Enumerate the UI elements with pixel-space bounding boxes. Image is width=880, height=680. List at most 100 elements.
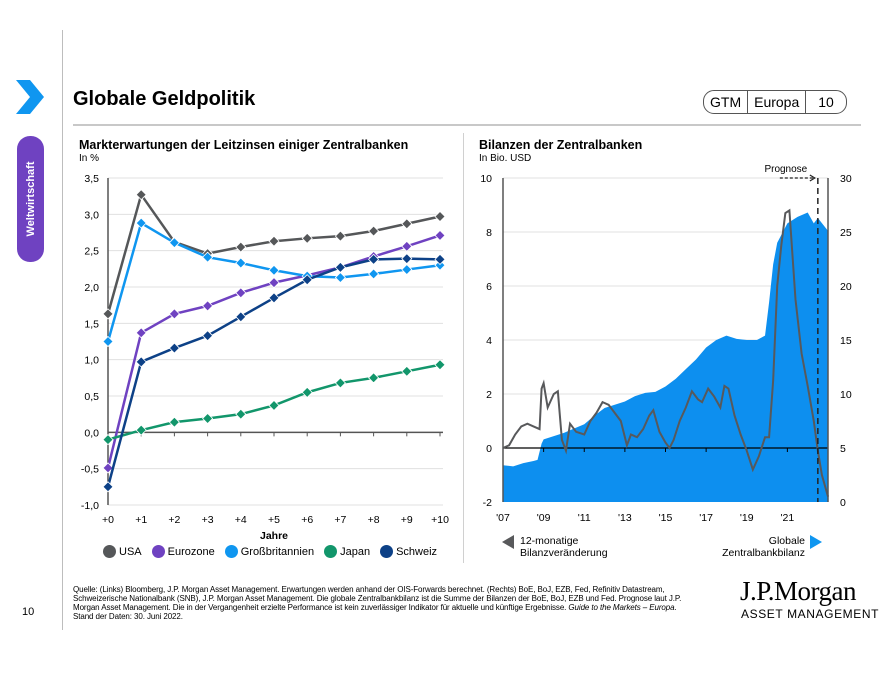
legend-global-balance: Globale Zentralbankbilanz xyxy=(700,535,805,559)
badge-region: Europa xyxy=(748,91,807,113)
legend-global-balance-line1: Globale xyxy=(768,535,805,547)
page-number: 10 xyxy=(22,606,35,618)
x-tick-label: +0 xyxy=(102,514,114,526)
data-point xyxy=(168,237,180,249)
x-tick-label: +3 xyxy=(202,514,214,526)
x-tick-label: '07 xyxy=(496,512,510,524)
x-tick-label: +1 xyxy=(135,514,147,526)
legend-item: Japan xyxy=(324,545,370,558)
left-chart-unit: In % xyxy=(79,153,100,164)
y-right-tick-label: 20 xyxy=(840,281,852,293)
y-right-tick-label: 0 xyxy=(840,497,846,509)
legend-balance-change: 12-monatige Bilanzveränderung xyxy=(520,535,608,559)
data-point xyxy=(368,225,380,237)
data-point xyxy=(102,462,114,474)
gtm-badge: GTM Europa 10 xyxy=(703,90,847,114)
left-divider xyxy=(62,30,63,630)
data-point xyxy=(135,424,147,436)
data-point xyxy=(235,287,247,299)
x-axis-title: Jahre xyxy=(260,530,288,542)
data-point xyxy=(102,335,114,348)
data-point xyxy=(235,257,247,269)
legend-label: Schweiz xyxy=(396,545,438,558)
x-tick-label: '15 xyxy=(659,512,673,524)
data-point xyxy=(334,377,346,389)
data-point xyxy=(268,399,280,412)
y-left-tick-label: 2 xyxy=(486,389,492,401)
data-point xyxy=(168,342,180,354)
section-tab[interactable]: Weltwirtschaft xyxy=(17,136,44,262)
data-point xyxy=(102,308,114,320)
legend-item: Großbritannien xyxy=(224,545,315,558)
data-point xyxy=(301,386,313,398)
balance-sheet-chart: -2 0 2 4 6 8 10 0 5 10 15 20 25 30 '07 '09 '11 '13 '15 '17 '… xyxy=(480,164,852,524)
data-point xyxy=(102,481,114,493)
x-tick-label: +2 xyxy=(168,514,180,526)
right-arrow-icon xyxy=(810,535,822,549)
legend-item: Eurozone xyxy=(151,545,215,558)
data-point xyxy=(368,268,380,280)
data-point xyxy=(268,235,280,247)
y-right-tick-label: 5 xyxy=(840,443,846,455)
data-point xyxy=(301,232,313,244)
data-point xyxy=(235,311,247,323)
data-point xyxy=(268,292,280,304)
data-point xyxy=(235,408,247,420)
x-tick-label: +7 xyxy=(334,514,346,526)
legend-global-balance-line2: Zentralbankbilanz xyxy=(722,547,805,559)
x-tick-label: '21 xyxy=(781,512,795,524)
data-point xyxy=(368,372,380,384)
data-point xyxy=(268,277,280,289)
y-tick-label: 1,0 xyxy=(84,355,99,367)
left-chart-title: Markterwartungen der Leitzinsen einiger … xyxy=(79,138,409,152)
forecast-arrowhead-icon xyxy=(809,174,817,182)
data-point xyxy=(202,251,214,263)
data-point xyxy=(401,263,413,276)
legend-label: Eurozone xyxy=(167,545,215,558)
x-tick-label: '11 xyxy=(578,512,591,524)
badge-gtm: GTM xyxy=(704,91,749,113)
legend-item: USA xyxy=(103,545,142,558)
x-tick-label: +10 xyxy=(431,514,449,526)
y-tick-label: 3,0 xyxy=(84,209,99,221)
x-tick-label: '17 xyxy=(699,512,713,524)
data-point xyxy=(202,300,214,312)
data-point xyxy=(268,264,280,276)
y-left-tick-label: 8 xyxy=(486,227,492,239)
legend-marker xyxy=(324,545,338,558)
legend-label: USA xyxy=(119,545,142,558)
data-point xyxy=(301,274,313,286)
logo-subtitle: ASSET MANAGEMENT xyxy=(741,607,880,621)
data-point xyxy=(102,434,114,446)
right-chart-title: Bilanzen der Zentralbanken xyxy=(479,138,643,152)
legend-balance-change-line2: Bilanzveränderung xyxy=(520,547,608,559)
data-point xyxy=(334,261,346,273)
data-point xyxy=(434,253,446,265)
data-point xyxy=(434,359,446,371)
data-point xyxy=(368,253,380,265)
data-point xyxy=(135,217,147,229)
data-point xyxy=(401,218,413,230)
page-title: Globale Geldpolitik xyxy=(73,88,256,110)
section-label: Weltwirtschaft xyxy=(24,161,37,237)
data-point xyxy=(434,210,446,223)
balance-area xyxy=(503,212,828,502)
y-tick-label: 1,5 xyxy=(84,318,99,330)
x-tick-label: +4 xyxy=(235,514,247,526)
y-right-tick-label: 15 xyxy=(840,335,852,347)
data-point xyxy=(434,259,446,271)
data-point xyxy=(135,327,147,339)
y-tick-label: 3,5 xyxy=(84,173,99,185)
data-point xyxy=(168,308,180,320)
legend-item: Schweiz xyxy=(380,545,437,558)
legend-balance-change-line1: 12-monatige xyxy=(520,535,579,547)
y-left-tick-label: -2 xyxy=(483,497,492,509)
y-right-tick-label: 30 xyxy=(840,173,852,185)
data-point xyxy=(401,365,413,377)
logo-jpmorgan: J.P.Morgan xyxy=(740,576,857,606)
legend-label: Großbritannien xyxy=(240,545,315,558)
forecast-label: Prognose xyxy=(764,164,807,175)
data-point xyxy=(135,356,147,368)
x-tick-label: '19 xyxy=(740,512,754,524)
y-tick-label: -1,0 xyxy=(81,500,99,512)
